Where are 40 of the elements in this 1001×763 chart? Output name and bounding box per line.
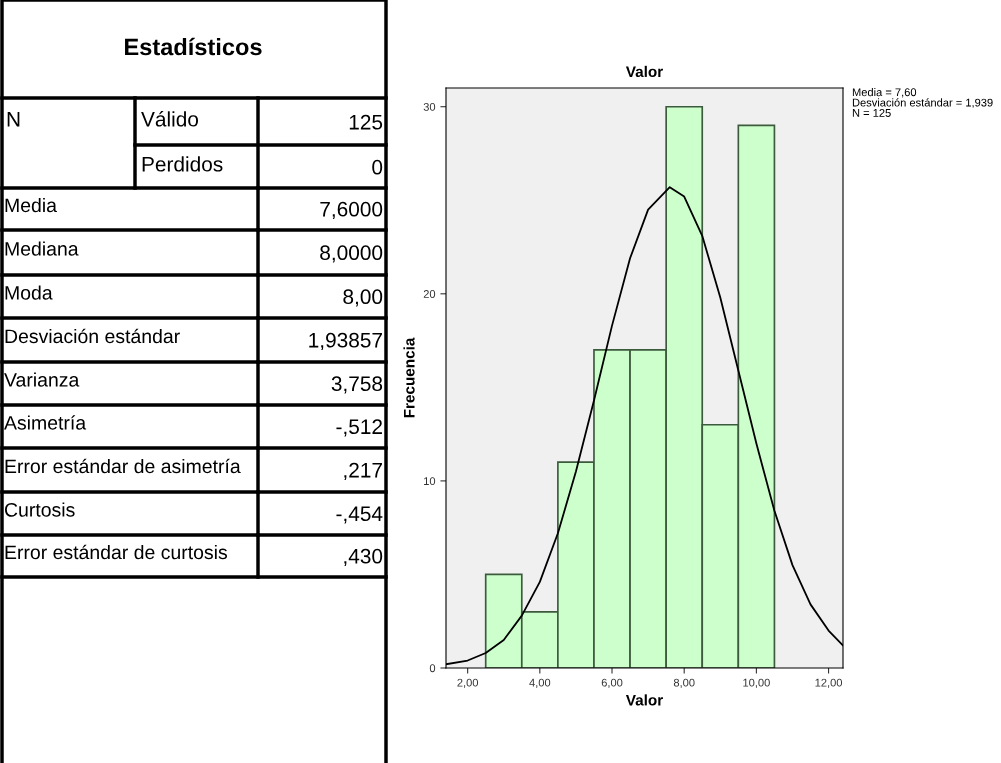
text: 3,758 — [331, 376, 383, 394]
text: Mediana — [5, 241, 79, 256]
text: Varianza — [4, 372, 80, 387]
text: 1,93857 — [309, 332, 382, 351]
x-tick-label: 10,00 — [743, 678, 770, 688]
text: Desviación estándar — [5, 328, 180, 344]
text: N = 125 — [852, 109, 891, 117]
text: 8,00 — [343, 289, 383, 307]
y-tick-label: 30 — [423, 102, 436, 111]
x-tick-label: 2,00 — [457, 678, 479, 688]
text: Moda — [5, 285, 53, 300]
text: Curtosis — [4, 502, 75, 517]
text: -,454 — [336, 506, 383, 524]
text: Estadísticos — [125, 37, 262, 56]
text: Desviación estándar = 1,939 — [852, 98, 993, 108]
text: Perdidos — [142, 156, 223, 172]
chart-title: Valor — [625, 65, 663, 78]
x-tick-label: 4,00 — [529, 678, 551, 688]
y-tick-label: 10 — [424, 477, 436, 486]
y-tick-label: 0 — [429, 664, 436, 673]
text: ,430 — [344, 548, 383, 567]
x-tick-label: 8,00 — [673, 678, 695, 688]
text: 125 — [349, 114, 383, 130]
y-tick-label: 20 — [423, 290, 436, 298]
text: 8,0000 — [320, 245, 383, 263]
text: 0 — [372, 159, 383, 175]
text: Media = 7,60 — [852, 88, 917, 98]
text: Válido — [141, 111, 199, 127]
x-axis-title: Valor — [625, 694, 663, 706]
text: Error estándar de curtosis — [5, 544, 227, 560]
text: Error estándar de asimetría — [5, 458, 241, 474]
text: -,512 — [336, 419, 382, 437]
y-axis-title: Frecuencia — [403, 337, 415, 418]
text: 7,6000 — [320, 201, 383, 220]
x-tick-label: 6,00 — [601, 678, 623, 688]
text: Media — [5, 197, 57, 213]
text: Asimetría — [4, 415, 87, 430]
text: ,217 — [344, 462, 382, 481]
x-tick-label: 12,00 — [815, 678, 843, 688]
text: N — [7, 112, 20, 127]
